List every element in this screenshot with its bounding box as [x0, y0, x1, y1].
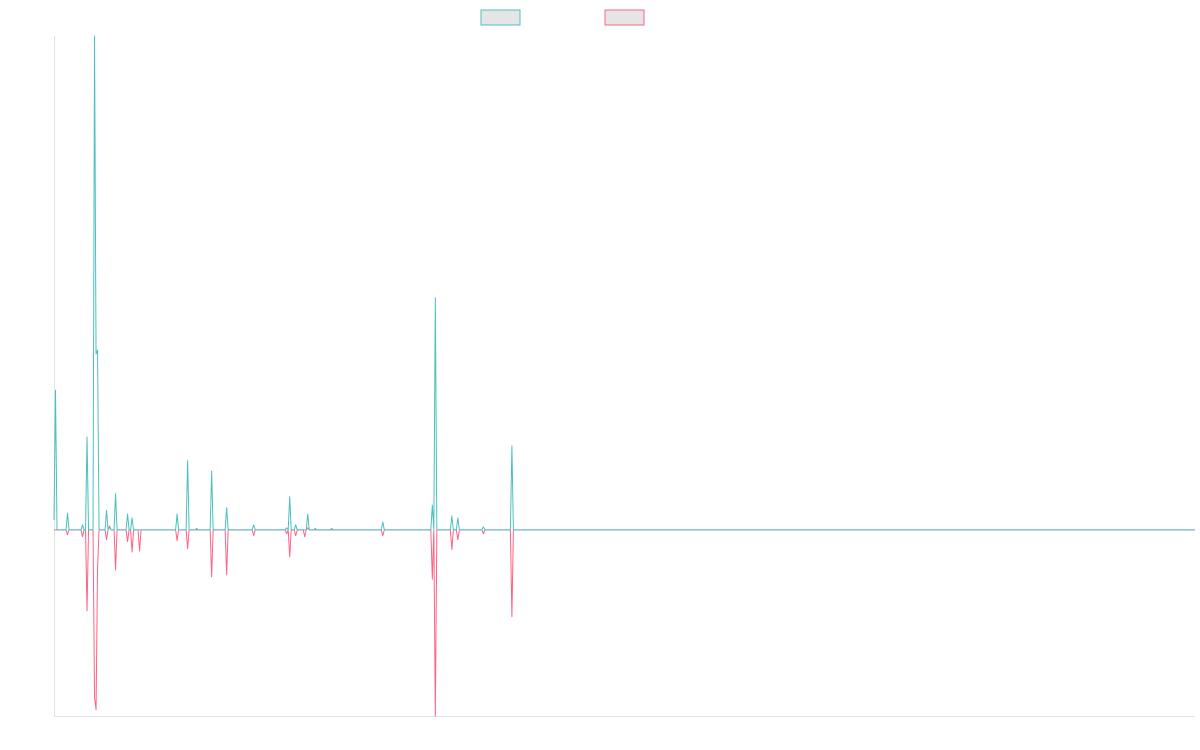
legend — [480, 9, 645, 26]
series-line-1 — [54, 525, 1195, 717]
series-line-0 — [53, 35, 1195, 531]
series-layer — [53, 35, 1195, 717]
legend-item-0[interactable] — [480, 9, 521, 26]
legend-item-1[interactable] — [604, 9, 645, 26]
